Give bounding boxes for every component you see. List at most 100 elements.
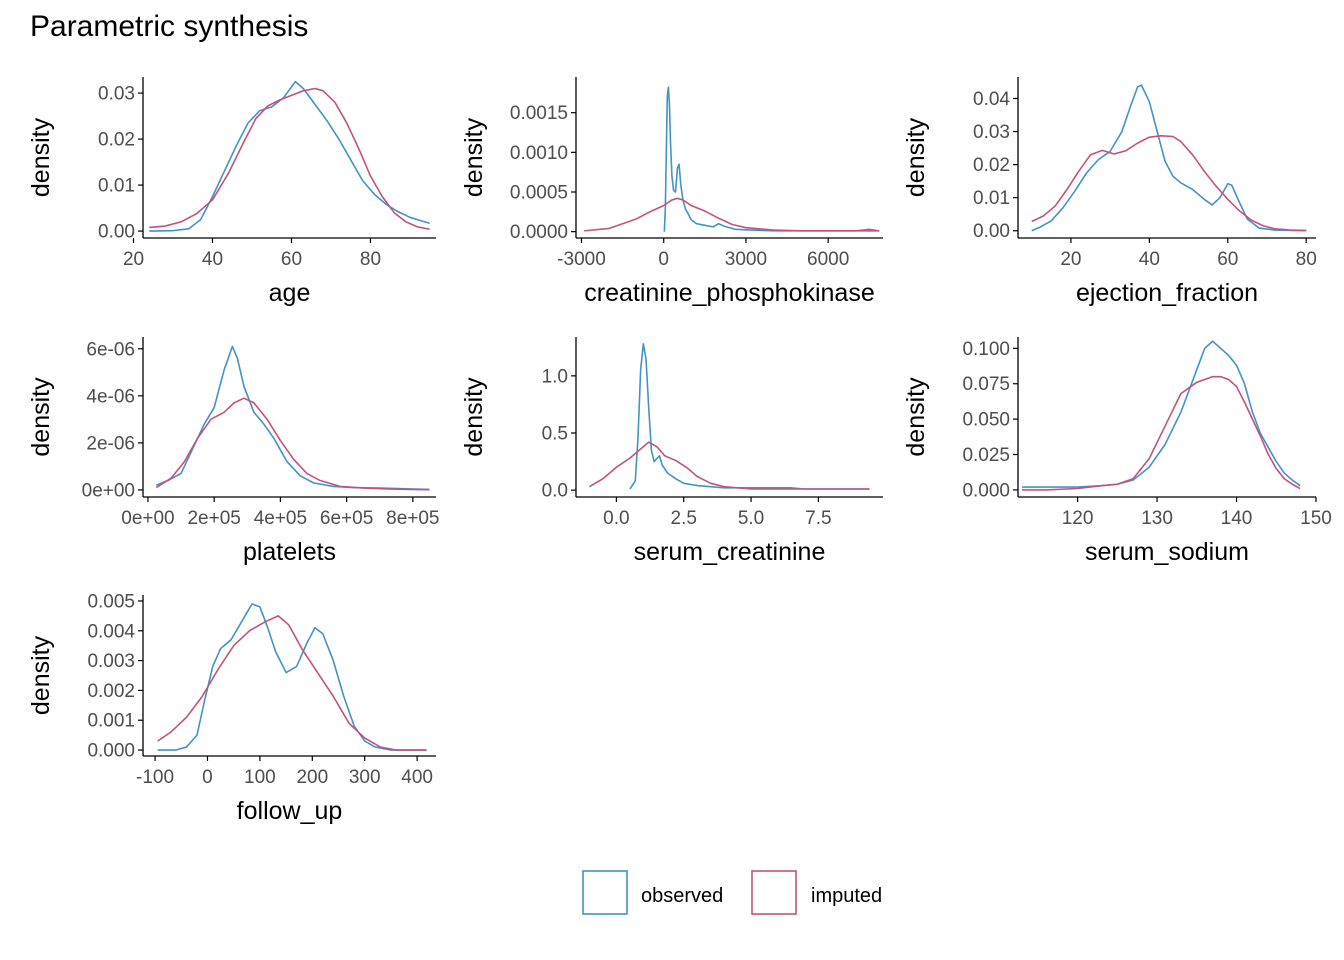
y-tick-label: 0.02 [973,155,1010,176]
x-tick-label: 8e+05 [386,508,439,529]
y-tick-label: 2e-06 [86,433,135,454]
legend-label-observed: observed [641,885,723,907]
y-tick-label: 0.0 [542,481,568,502]
y-tick-label: 0.5 [542,424,568,445]
x-tick-label: 0e+00 [121,508,174,529]
y-tick-label: 0.000 [962,480,1010,501]
series-line-imputed [584,197,880,232]
y-tick-label: 0.00 [973,221,1010,242]
x-axis-title: age [269,279,311,307]
y-tick-label: 0.03 [973,122,1010,143]
y-axis-title: density [902,117,930,197]
y-tick-label: 0e+00 [82,480,135,501]
panel-age: 0.00 0.01 0.02 0.03 20 40 60 80 age density [27,77,436,307]
y-tick-label: 0.01 [973,188,1010,209]
series-line-observed [629,343,870,490]
y-tick-label: 0.004 [87,621,135,642]
x-tick-label: 60 [1217,249,1238,270]
y-tick-label: 4e-06 [86,386,135,407]
panel-ejection-fraction: 0.00 0.01 0.02 0.03 0.04 20 40 60 80 ejection_fra… [902,77,1317,307]
y-tick-label: 6e-06 [86,339,135,360]
y-tick-label: 0.003 [87,651,135,672]
y-tick-label: 0.03 [98,84,135,105]
x-tick-label: 3000 [725,249,767,270]
series-line-imputed [155,397,430,491]
x-tick-label: 5.0 [738,508,764,529]
legend: observed imputed [582,870,882,915]
panel-follow-up: 0.000 0.001 0.002 0.003 0.004 0.005 -100 0 100 20… [27,591,436,825]
series-line-observed [149,80,430,232]
y-tick-label: 0.050 [962,410,1010,431]
x-tick-label: 60 [281,249,302,270]
x-axis-title: serum_creatinine [634,538,826,566]
y-axis-title: density [902,377,930,457]
series-line-imputed [1021,375,1301,491]
x-tick-label: 2.5 [671,508,697,529]
x-tick-label: -100 [136,767,174,788]
y-tick-label: 0.04 [973,89,1010,110]
page-title: Parametric synthesis [30,10,309,43]
panel-creatinine-phosphokinase: 0.0000 0.0005 0.0010 0.0015 -3000 0 3000 6000 cr… [460,77,883,307]
y-tick-label: 0.100 [962,339,1010,360]
series-line-observed [1021,340,1301,488]
y-axis-title: density [460,377,488,457]
y-axis-title: density [27,377,55,457]
y-axis-title: density [27,635,55,715]
x-axis-title: platelets [243,538,336,566]
y-tick-label: 0.0010 [510,143,568,164]
series-line-imputed [589,441,870,490]
panel-serum-sodium: 0.000 0.025 0.050 0.075 0.100 120 130 140 150 ser… [902,337,1332,566]
series-line-observed [663,86,880,232]
y-tick-label: 0.005 [87,591,135,612]
y-tick-label: 0.002 [87,681,135,702]
x-tick-label: 7.5 [805,508,831,529]
legend-key-imputed [751,870,797,915]
x-tick-label: 20 [123,249,144,270]
y-tick-label: 0.0005 [510,183,568,204]
series-line-imputed [157,615,427,751]
y-tick-label: 0.0000 [510,222,568,243]
series-line-observed [155,345,430,491]
y-tick-label: 0.001 [87,711,135,732]
x-tick-label: 80 [360,249,381,270]
x-tick-label: 0.0 [603,508,629,529]
x-tick-label: 2e+05 [187,508,240,529]
x-tick-label: 80 [1296,249,1317,270]
y-axis-title: density [27,117,55,197]
x-axis-title: creatinine_phosphokinase [584,279,875,307]
series-line-observed [1031,84,1307,232]
x-tick-label: 6000 [807,249,849,270]
x-tick-label: 200 [296,767,328,788]
x-tick-label: 0 [658,249,669,270]
x-tick-label: 300 [349,767,381,788]
y-tick-label: 0.01 [98,176,135,197]
x-tick-label: -3000 [557,249,606,270]
x-tick-label: 40 [1139,249,1160,270]
legend-label-imputed: imputed [811,885,882,907]
legend-key-observed [582,870,628,915]
series-line-imputed [1031,135,1307,232]
x-axis-title: follow_up [237,797,343,825]
y-tick-label: 0.0015 [510,103,568,124]
x-tick-label: 6e+05 [320,508,373,529]
x-tick-label: 120 [1062,508,1094,529]
y-axis-title: density [460,117,488,197]
panel-serum-creatinine: 0.0 0.5 1.0 0.0 2.5 5.0 7.5 serum_creatinine den… [460,337,883,566]
series-line-imputed [149,87,430,231]
x-tick-label: 0 [202,767,213,788]
x-tick-label: 20 [1060,249,1081,270]
y-tick-label: 0.02 [98,130,135,151]
y-tick-label: 0.075 [962,374,1010,395]
x-axis-title: serum_sodium [1085,538,1249,566]
x-tick-label: 100 [244,767,276,788]
x-tick-label: 400 [401,767,433,788]
x-tick-label: 4e+05 [254,508,307,529]
x-axis-title: ejection_fraction [1076,279,1258,307]
x-tick-label: 150 [1300,508,1332,529]
y-tick-label: 1.0 [542,366,568,387]
series-line-observed [157,603,427,751]
x-tick-label: 140 [1221,508,1253,529]
panel-platelets: 0e+00 2e-06 4e-06 6e-06 0e+00 2e+05 4e+05 6e+05… [27,337,440,566]
x-tick-label: 130 [1141,508,1173,529]
